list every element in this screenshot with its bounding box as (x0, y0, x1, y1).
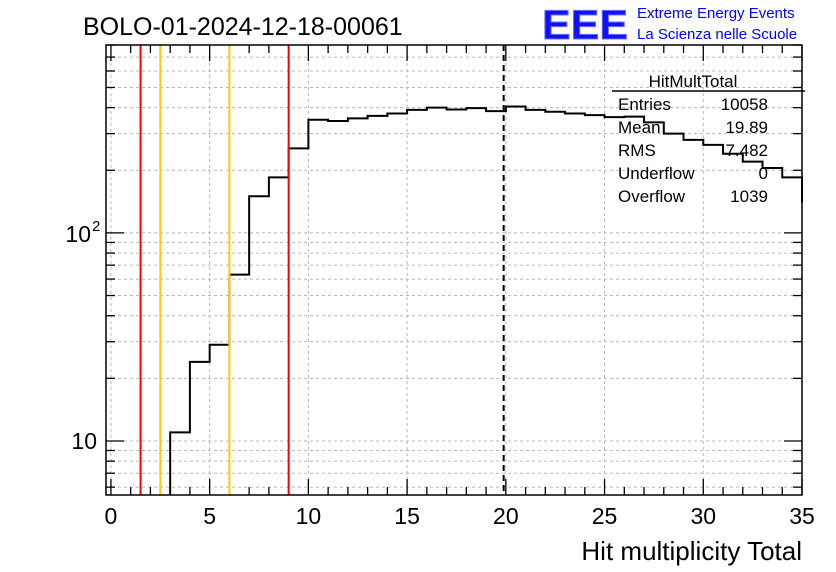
axis-ticks (106, 44, 803, 495)
threshold-lines (139, 45, 505, 495)
x-tick-label: 20 (493, 503, 519, 529)
x-tick-label: 30 (690, 503, 716, 529)
histogram-series (169, 105, 803, 495)
x-tick-label: 15 (394, 503, 420, 529)
logo-line2: La Scienza nelle Scuole (637, 26, 797, 43)
stats-label: RMS (618, 141, 656, 160)
stats-box: HitMultTotal Entries 10058 Mean 19.89 RMS 7.4… (612, 72, 805, 206)
stats-value: 7.482 (725, 141, 768, 160)
stats-value: 19.89 (725, 118, 768, 137)
stats-value: 1039 (730, 187, 768, 206)
grid-lines (106, 44, 803, 495)
x-tick-label: 25 (592, 503, 618, 529)
stats-label: Underflow (618, 164, 695, 183)
eee-logo: EEE Extreme Energy Events La Scienza nel… (542, 1, 798, 49)
stats-label: Overflow (618, 187, 686, 206)
y-tick-label-exponent: 2 (92, 218, 100, 235)
stats-title: HitMultTotal (649, 72, 738, 91)
logo-letters: EEE (542, 1, 628, 48)
x-tick-label: 35 (789, 503, 815, 529)
x-tick-label: 0 (105, 503, 118, 529)
logo-line1: Extreme Energy Events (637, 5, 795, 22)
stats-value: 10058 (721, 95, 768, 114)
stats-value: 0 (759, 164, 768, 183)
x-axis-label: Hit multiplicity Total (581, 536, 802, 566)
stats-label: Entries (618, 95, 671, 114)
chart-title: BOLO-01-2024-12-18-00061 (83, 13, 403, 41)
y-tick-label: 10 (71, 428, 97, 454)
stats-label: Mean (618, 118, 661, 137)
x-tick-label: 5 (203, 503, 216, 529)
x-tick-label: 10 (296, 503, 322, 529)
plot-frame (105, 44, 803, 496)
y-tick-label: 10 (65, 221, 91, 247)
